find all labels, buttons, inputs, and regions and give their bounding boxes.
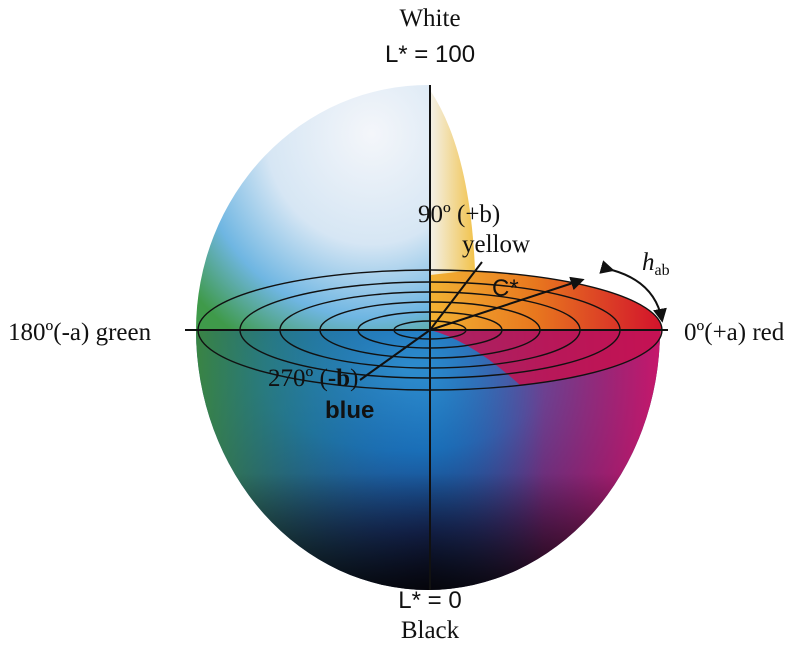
minus-b-prefix: 270º ( [268, 365, 328, 392]
minus-b-bold: -b [328, 365, 350, 392]
white-label: White [399, 5, 460, 32]
plus-b-label: 90º (+b) [418, 201, 500, 228]
plus-a-label: 0º(+a) red [684, 319, 785, 346]
cut-plane [430, 270, 662, 330]
hue-label: hab [642, 249, 670, 279]
hue-symbol: h [642, 249, 655, 276]
lab-color-sphere: White L* = 100 90º (+b) yellow C* hab 18… [0, 0, 806, 646]
minus-b-label: 270º (-b) [268, 365, 358, 392]
hue-subscript: ab [655, 262, 670, 279]
l-top-label: L* = 100 [385, 41, 475, 68]
blue-label: blue [325, 397, 374, 424]
black-label: Black [401, 617, 460, 644]
minus-b-suffix: ) [350, 365, 358, 392]
l-bottom-label: L* = 0 [398, 587, 461, 614]
yellow-label: yellow [462, 231, 530, 258]
minus-a-label: 180º(-a) green [8, 319, 152, 346]
chroma-label: C* [492, 275, 519, 302]
